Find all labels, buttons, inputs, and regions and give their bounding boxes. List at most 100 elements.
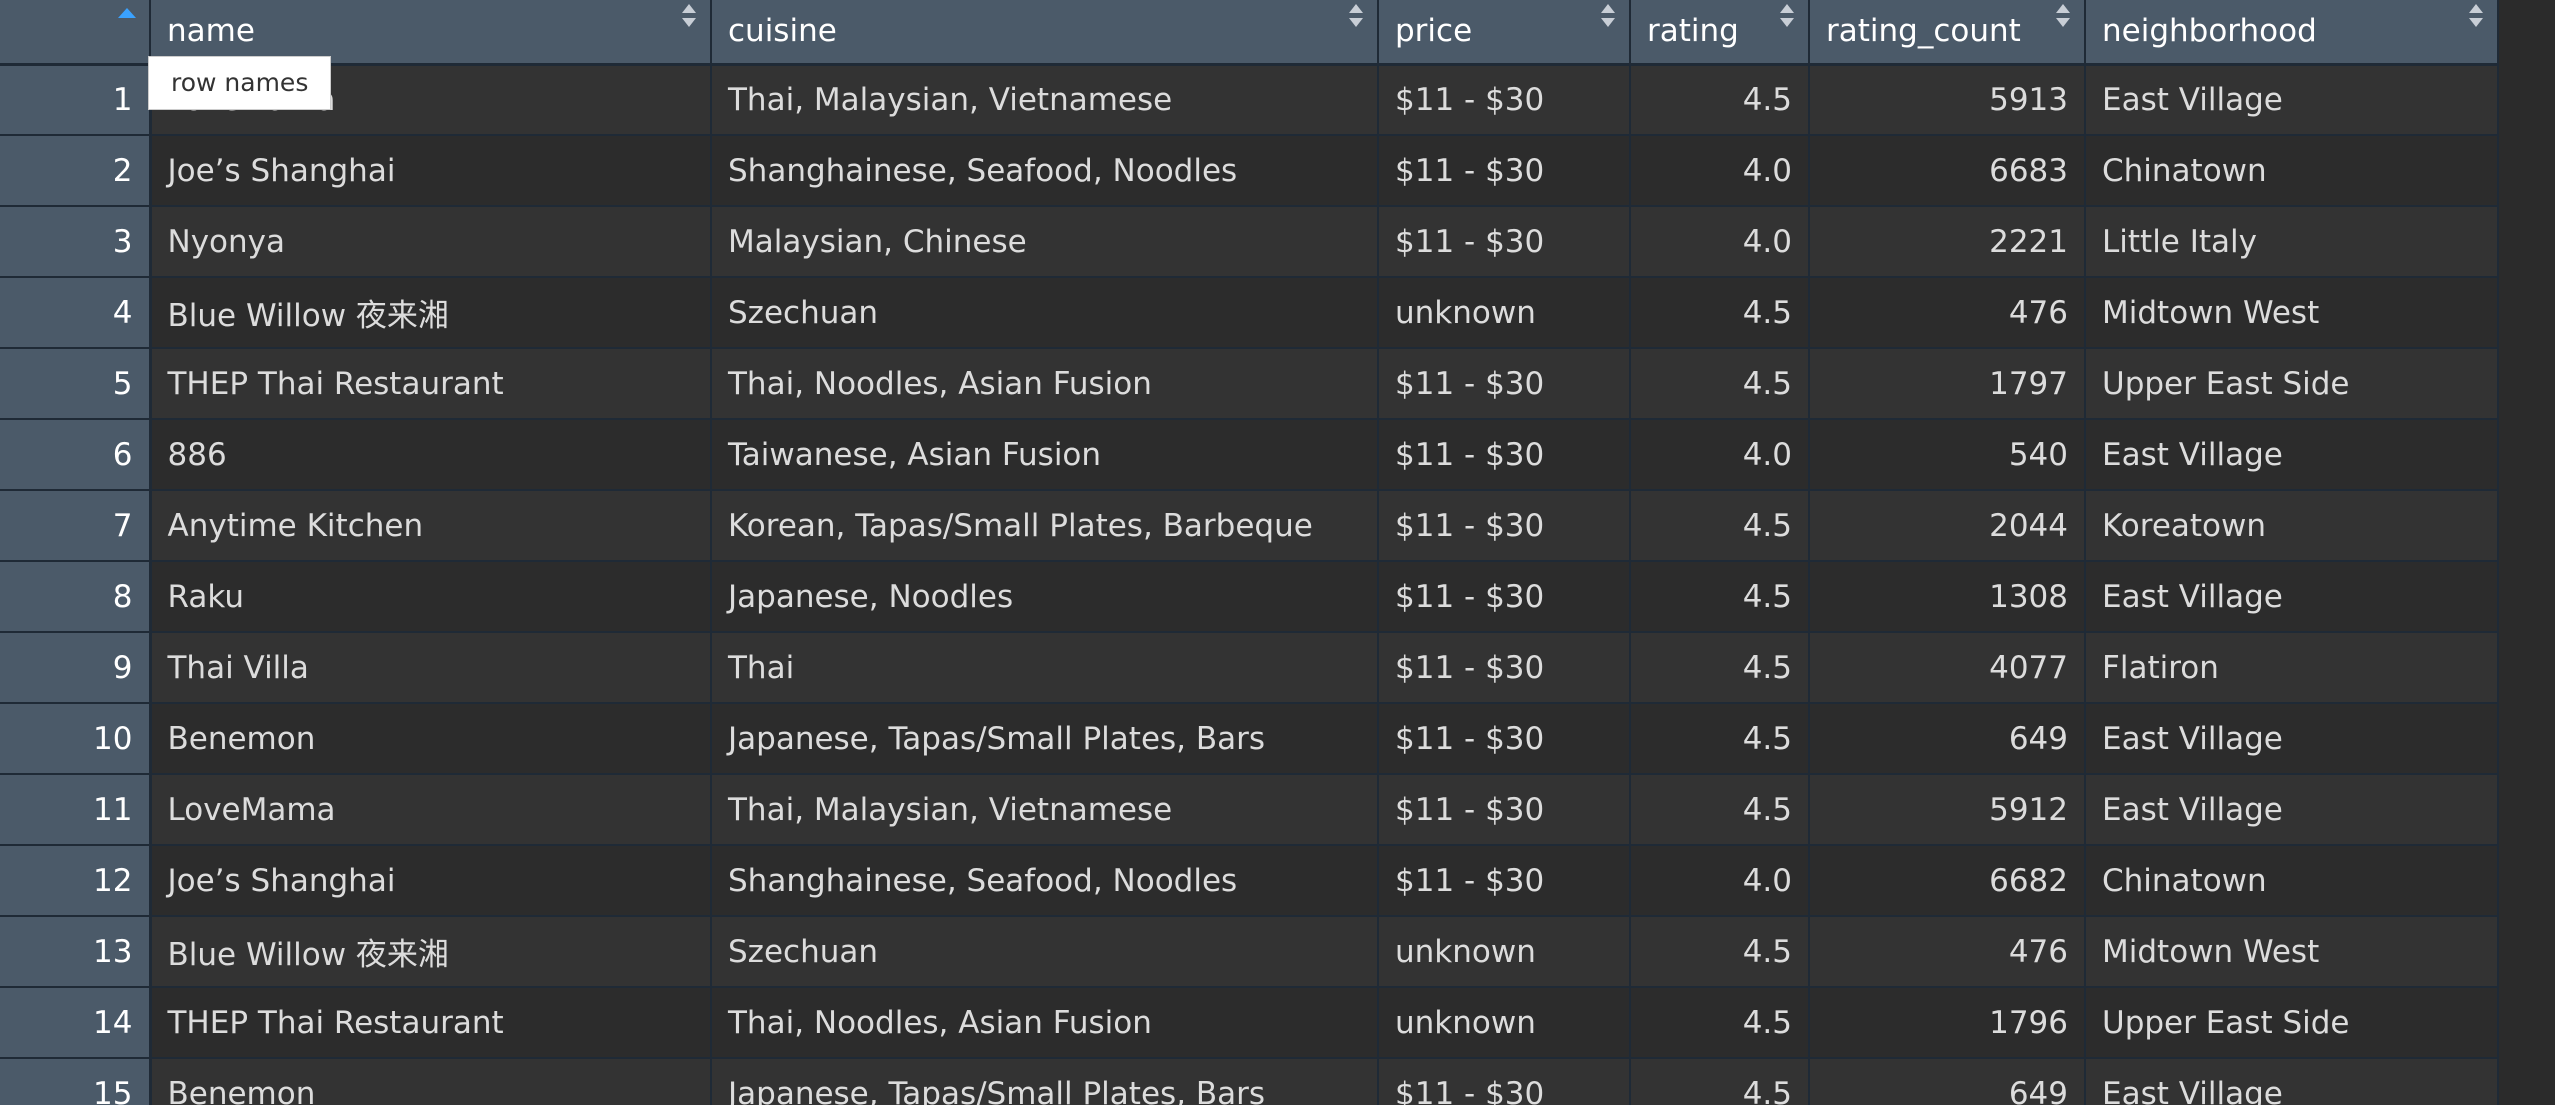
cell-rating: 4.5 (1630, 774, 1810, 846)
cell-neighborhood: Midtown West (2085, 277, 2499, 349)
sort-ascending-icon[interactable] (118, 8, 136, 18)
cell-rating: 4.5 (1630, 632, 1810, 704)
cell-rating: 4.0 (1630, 845, 1810, 917)
cell-price: unknown (1378, 277, 1631, 349)
data-grid: name cuisine price rating rating_count (0, 0, 2499, 1105)
cell-rating: 4.5 (1630, 916, 1810, 988)
cell-name: Joe’s Shanghai (150, 135, 712, 207)
cell-cuisine: Thai, Malaysian, Vietnamese (711, 774, 1379, 846)
column-header-cuisine[interactable]: cuisine (711, 0, 1379, 66)
cell-cuisine: Taiwanese, Asian Fusion (711, 419, 1379, 491)
cell-name: Benemon (150, 1058, 712, 1105)
row-number: 10 (0, 703, 152, 775)
table-row: 15 Benemon Japanese, Tapas/Small Plates,… (0, 1058, 2499, 1105)
cell-name: 886 (150, 419, 712, 491)
sort-icon[interactable] (2467, 4, 2485, 32)
sort-icon[interactable] (680, 4, 698, 32)
column-header-name[interactable]: name (150, 0, 712, 66)
column-header-label: price (1395, 13, 1473, 50)
column-header-rating[interactable]: rating (1630, 0, 1810, 66)
cell-neighborhood: East Village (2085, 64, 2499, 136)
table-row: 14 THEP Thai Restaurant Thai, Noodles, A… (0, 987, 2499, 1059)
row-number: 12 (0, 845, 152, 917)
column-header-rating-count[interactable]: rating_count (1809, 0, 2086, 66)
cell-price: $11 - $30 (1378, 348, 1631, 420)
table-row: 13 Blue Willow 夜来湘 Szechuan unknown 4.5 … (0, 916, 2499, 988)
cell-rating: 4.5 (1630, 987, 1810, 1059)
sort-icon[interactable] (1778, 4, 1796, 32)
column-header-label: cuisine (728, 13, 837, 50)
column-header-label: rating (1647, 13, 1739, 50)
cell-price: $11 - $30 (1378, 419, 1631, 491)
cell-rating-count: 540 (1809, 419, 2086, 491)
cell-rating-count: 476 (1809, 916, 2086, 988)
cell-rating-count: 1797 (1809, 348, 2086, 420)
cell-price: $11 - $30 (1378, 774, 1631, 846)
cell-rating: 4.0 (1630, 135, 1810, 207)
sort-icon[interactable] (1347, 4, 1365, 32)
cell-neighborhood: East Village (2085, 703, 2499, 775)
row-number: 2 (0, 135, 152, 207)
cell-cuisine: Thai, Noodles, Asian Fusion (711, 987, 1379, 1059)
cell-price: $11 - $30 (1378, 490, 1631, 562)
cell-rating: 4.0 (1630, 419, 1810, 491)
table-row: 7 Anytime Kitchen Korean, Tapas/Small Pl… (0, 490, 2499, 562)
cell-cuisine: Korean, Tapas/Small Plates, Barbeque (711, 490, 1379, 562)
table-row: 12 Joe’s Shanghai Shanghainese, Seafood,… (0, 845, 2499, 917)
cell-rating: 4.5 (1630, 348, 1810, 420)
cell-rating-count: 2221 (1809, 206, 2086, 278)
cell-cuisine: Japanese, Tapas/Small Plates, Bars (711, 703, 1379, 775)
cell-cuisine: Szechuan (711, 277, 1379, 349)
cell-cuisine: Thai (711, 632, 1379, 704)
cell-name: Nyonya (150, 206, 712, 278)
cell-neighborhood: East Village (2085, 774, 2499, 846)
cell-neighborhood: East Village (2085, 1058, 2499, 1105)
column-header-label: neighborhood (2102, 13, 2317, 50)
cell-name: LoveMama (150, 774, 712, 846)
cell-cuisine: Japanese, Tapas/Small Plates, Bars (711, 1058, 1379, 1105)
cell-rating: 4.5 (1630, 1058, 1810, 1105)
row-number: 8 (0, 561, 152, 633)
cell-rating-count: 6682 (1809, 845, 2086, 917)
cell-price: $11 - $30 (1378, 206, 1631, 278)
cell-name: Benemon (150, 703, 712, 775)
cell-rating-count: 1796 (1809, 987, 2086, 1059)
cell-price: $11 - $30 (1378, 845, 1631, 917)
column-header-label: rating_count (1826, 13, 2021, 50)
row-number: 3 (0, 206, 152, 278)
cell-neighborhood: Chinatown (2085, 135, 2499, 207)
row-names-tooltip: row names (148, 56, 332, 110)
cell-cuisine: Thai, Noodles, Asian Fusion (711, 348, 1379, 420)
sort-icon[interactable] (2054, 4, 2072, 32)
table-row: 5 THEP Thai Restaurant Thai, Noodles, As… (0, 348, 2499, 420)
cell-rating: 4.5 (1630, 490, 1810, 562)
cell-name: THEP Thai Restaurant (150, 987, 712, 1059)
table-row: 10 Benemon Japanese, Tapas/Small Plates,… (0, 703, 2499, 775)
header-row: name cuisine price rating rating_count (0, 0, 2499, 66)
cell-rating-count: 5913 (1809, 64, 2086, 136)
row-number: 14 (0, 987, 152, 1059)
cell-price: $11 - $30 (1378, 632, 1631, 704)
cell-rating: 4.5 (1630, 64, 1810, 136)
cell-name: THEP Thai Restaurant (150, 348, 712, 420)
column-header-price[interactable]: price (1378, 0, 1631, 66)
cell-neighborhood: Koreatown (2085, 490, 2499, 562)
cell-cuisine: Japanese, Noodles (711, 561, 1379, 633)
cell-name: Blue Willow 夜来湘 (150, 916, 712, 988)
row-names-header[interactable] (0, 0, 151, 66)
cell-rating-count: 6683 (1809, 135, 2086, 207)
row-number: 7 (0, 490, 152, 562)
cell-price: unknown (1378, 916, 1631, 988)
column-header-neighborhood[interactable]: neighborhood (2085, 0, 2499, 66)
table-row: 4 Blue Willow 夜来湘 Szechuan unknown 4.5 4… (0, 277, 2499, 349)
cell-price: $11 - $30 (1378, 135, 1631, 207)
cell-price: $11 - $30 (1378, 1058, 1631, 1105)
cell-cuisine: Shanghainese, Seafood, Noodles (711, 135, 1379, 207)
cell-rating: 4.5 (1630, 277, 1810, 349)
table-row: 1 LoveMama Thai, Malaysian, Vietnamese $… (0, 64, 2499, 136)
sort-icon[interactable] (1599, 4, 1617, 32)
cell-neighborhood: East Village (2085, 561, 2499, 633)
cell-neighborhood: Midtown West (2085, 916, 2499, 988)
table-row: 9 Thai Villa Thai $11 - $30 4.5 4077 Fla… (0, 632, 2499, 704)
